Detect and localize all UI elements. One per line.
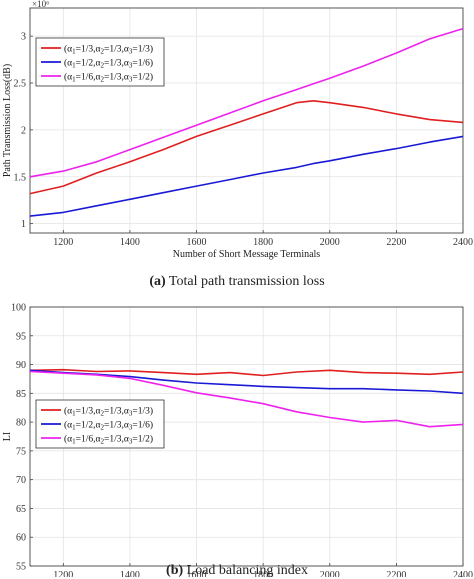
- y-multiplier-label: ×10⁶: [32, 0, 49, 9]
- x-tick-label: 1200: [53, 237, 73, 248]
- y-tick-label: 80: [16, 418, 26, 429]
- x-tick-label: 2000: [320, 237, 340, 248]
- x-tick-label: 2000: [320, 570, 340, 577]
- series-line-3: [29, 27, 464, 178]
- legend: (α1=1/3,α2=1/3,α3=1/3) (α1=1/2,α2=1/3,α3=…: [35, 399, 165, 449]
- plot-frame: [29, 306, 464, 567]
- caption-a-letter: (a): [149, 274, 166, 289]
- y-tick-label: 2.5: [14, 79, 27, 90]
- chart-panel-a: 1200 1400 1600 1800 2000 2200 2400 1 1.5 2 2.5 3 ×10…: [2, 0, 473, 260]
- y-tick-label: 70: [16, 475, 26, 486]
- y-tick-label: 75: [16, 446, 26, 457]
- series-line-1: [29, 368, 464, 377]
- caption-b-letter: (b): [166, 563, 184, 578]
- series-line-1: [29, 100, 464, 195]
- y-tick-label: 3: [21, 32, 26, 43]
- x-tick-label: 1600: [187, 570, 207, 577]
- y-axis-label: Path Transmission Loss(dB): [2, 64, 13, 177]
- x-tick-label: 2200: [386, 570, 406, 577]
- legend-entry-3: (α1=1/6,α2=1/3,α3=1/2): [64, 72, 153, 84]
- y-tick-label: 95: [16, 331, 26, 342]
- y-tick-label: 90: [16, 360, 26, 371]
- caption-b-text: Load balancing index: [183, 563, 308, 578]
- series-line-2: [29, 135, 464, 217]
- caption-a: (a) Total path transmission loss: [0, 274, 474, 290]
- x-tick-label: 1400: [120, 237, 140, 248]
- y-tick-label: 100: [11, 303, 26, 314]
- x-tick-label: 1800: [253, 237, 273, 248]
- y-tick-label: 85: [16, 389, 26, 400]
- caption-b: (b) Load balancing index: [0, 563, 474, 579]
- caption-a-text: Total path transmission loss: [165, 274, 325, 289]
- x-tick-label: 1800: [253, 570, 273, 577]
- legend-entry-1: (α1=1/3,α2=1/3,α3=1/3): [64, 406, 153, 418]
- x-tick-label: 2400: [453, 237, 473, 248]
- legend: (α1=1/3,α2=1/3,α3=1/3) (α1=1/2,α2=1/3,α3=…: [35, 37, 165, 87]
- y-tick-label: 60: [16, 533, 26, 544]
- x-tick-label: 1600: [187, 237, 207, 248]
- x-axis-label: Number of Short Message Terminals: [173, 249, 321, 260]
- y-tick-label: 55: [16, 562, 26, 573]
- legend-entry-2: (α1=1/2,α2=1/3,α3=1/6): [64, 58, 153, 70]
- x-tick-label: 1200: [53, 570, 73, 577]
- x-tick-label: 1400: [120, 570, 140, 577]
- y-axis-label: LI: [2, 432, 13, 441]
- y-tick-label: 2: [21, 125, 26, 136]
- x-tick-label: 2200: [386, 237, 406, 248]
- y-tick-label: 1: [21, 219, 26, 230]
- y-tick-label: 1.5: [14, 172, 27, 183]
- series-line-3: [29, 370, 464, 428]
- legend-entry-3: (α1=1/6,α2=1/3,α3=1/2): [64, 434, 153, 446]
- y-tick-label: 65: [16, 504, 26, 515]
- chart-panel-b: 1200 1400 1600 1800 2000 2200 2400 55 60 65 70 75 80…: [2, 303, 473, 578]
- legend-entry-2: (α1=1/2,α2=1/3,α3=1/6): [64, 420, 153, 432]
- legend-entry-1: (α1=1/3,α2=1/3,α3=1/3): [64, 44, 153, 56]
- plot-frame: [29, 7, 464, 234]
- x-tick-label: 2400: [453, 570, 473, 577]
